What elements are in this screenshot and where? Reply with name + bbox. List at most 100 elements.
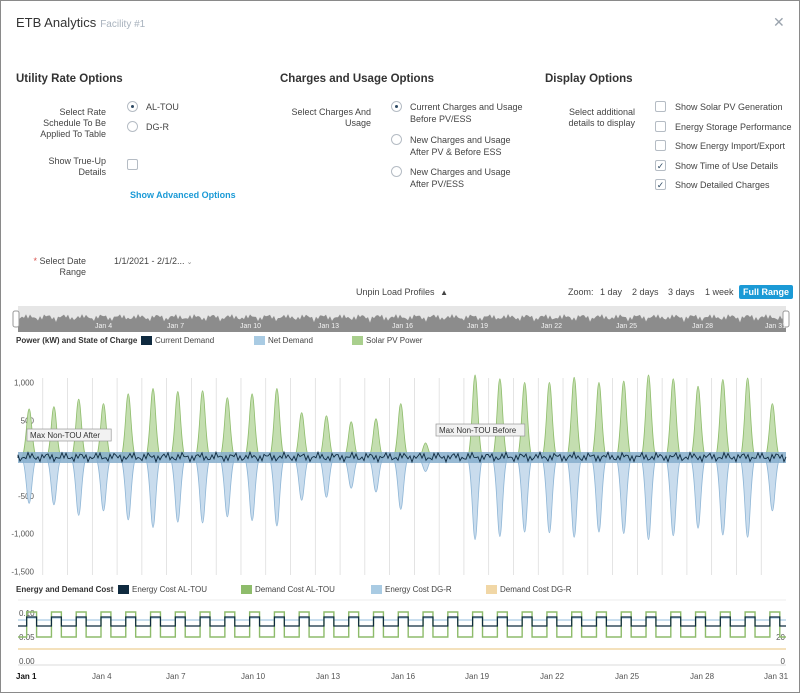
solar-area-24 bbox=[615, 380, 633, 459]
solar-area-27 bbox=[689, 385, 707, 459]
legend-label-2[interactable]: Solar PV Power bbox=[366, 336, 423, 345]
solar-area-28 bbox=[714, 379, 732, 459]
solar-area-11 bbox=[293, 412, 311, 459]
rate-schedule-label-2: Schedule To Be bbox=[43, 118, 106, 128]
display-label-2: details to display bbox=[568, 118, 635, 128]
date-range-label-text: Select Date bbox=[39, 256, 86, 266]
display-label-1: Select additional bbox=[568, 107, 635, 117]
net-demand-area-15 bbox=[392, 457, 410, 510]
power-ytick-4: -1,000 bbox=[11, 530, 34, 539]
legend-swatch-2 bbox=[371, 585, 382, 594]
solar-area-4 bbox=[119, 393, 137, 459]
display-option-label-2: Show Energy Import/Export bbox=[675, 141, 786, 151]
display-option-label-1: Energy Storage Performance bbox=[675, 121, 792, 132]
net-demand-area-27 bbox=[689, 457, 707, 529]
radio-new-after-pv-ess[interactable] bbox=[391, 166, 402, 177]
trueup-checkbox[interactable] bbox=[127, 159, 138, 170]
legend-title: Power (kW) and State of Charge bbox=[16, 336, 138, 345]
net-demand-area-25 bbox=[639, 457, 658, 540]
facility-subtitle: Facility #1 bbox=[100, 19, 146, 30]
navigator-label-7: Jan 25 bbox=[616, 323, 637, 330]
net-demand-area-7 bbox=[194, 457, 212, 524]
navigator-handle-left[interactable] bbox=[12, 310, 20, 328]
net-demand-area-9 bbox=[243, 457, 261, 522]
option-dg-r-label: DG-R bbox=[146, 122, 169, 132]
zoom-option-0[interactable]: 1 day bbox=[600, 287, 623, 297]
net-demand-area-2 bbox=[70, 457, 88, 516]
navigator-label-3: Jan 13 bbox=[318, 323, 339, 330]
legend-label-0[interactable]: Energy Cost AL-TOU bbox=[132, 585, 207, 594]
legend-title: Energy and Demand Cost bbox=[16, 585, 114, 594]
legend-swatch-0 bbox=[141, 336, 152, 345]
navigator-label-9: Jan 31 bbox=[765, 323, 786, 330]
display-label: Select additional details to display bbox=[540, 107, 635, 129]
net-demand-area-24 bbox=[615, 457, 633, 534]
cost-xtick-9: Jan 28 bbox=[690, 672, 715, 681]
legend-swatch-2 bbox=[352, 336, 363, 345]
radio-current-charges[interactable] bbox=[391, 101, 402, 112]
solar-area-12 bbox=[317, 415, 335, 459]
radio-new-after-pv[interactable] bbox=[391, 134, 402, 145]
legend-label-2[interactable]: Energy Cost DG-R bbox=[385, 585, 452, 594]
option-new-after-pv-ess-line2: After PV/ESS bbox=[410, 179, 465, 189]
current-demand-line bbox=[17, 450, 787, 464]
legend-swatch-0 bbox=[118, 585, 129, 594]
annotation-box-0 bbox=[26, 428, 112, 442]
cost-xtick-0: Jan 1 bbox=[16, 672, 37, 681]
zoom-option-1[interactable]: 2 days bbox=[632, 287, 659, 297]
charges-usage-title: Charges and Usage Options bbox=[280, 73, 435, 85]
rate-schedule-label: Select Rate Schedule To Be Applied To Ta… bbox=[20, 107, 106, 140]
radio-dg-r[interactable] bbox=[127, 121, 138, 132]
navigator-label-5: Jan 19 bbox=[467, 323, 488, 330]
solar-area-20 bbox=[516, 382, 534, 459]
cost-xtick-6: Jan 19 bbox=[465, 672, 490, 681]
annotation-label-1: Max Non-TOU Before bbox=[439, 426, 517, 435]
close-icon[interactable]: ✕ bbox=[773, 14, 785, 30]
show-advanced-options-link[interactable]: Show Advanced Options bbox=[130, 190, 236, 200]
display-checkbox-3[interactable]: ✓ bbox=[655, 159, 666, 171]
option-current-charges-line2: Before PV/ESS bbox=[410, 114, 472, 124]
zoom-option-4[interactable]: Full Range bbox=[739, 285, 794, 299]
charges-label: Select Charges And Usage bbox=[276, 107, 371, 129]
legend-swatch-1 bbox=[241, 585, 252, 594]
option-current-charges-line1: Current Charges and Usage bbox=[410, 102, 523, 112]
zoom-option-3[interactable]: 1 week bbox=[705, 287, 734, 297]
net-demand-area-21 bbox=[540, 457, 558, 534]
zoom-option-2[interactable]: 3 days bbox=[668, 287, 695, 297]
power-ytick-3: -500 bbox=[18, 492, 35, 501]
navigator-label-4: Jan 16 bbox=[392, 323, 413, 330]
solar-area-25 bbox=[639, 374, 658, 459]
unpin-load-profiles-button[interactable]: Unpin Load Profiles ▲ bbox=[356, 287, 448, 297]
legend-swatch-3 bbox=[486, 585, 497, 594]
net-demand-area-20 bbox=[516, 457, 534, 533]
option-new-after-pv-ess-line1: New Charges and Usage bbox=[410, 167, 511, 177]
rate-schedule-label-3: Applied To Table bbox=[40, 129, 106, 139]
date-range-value: 1/1/2021 - 2/1/2... bbox=[114, 256, 185, 266]
solar-area-5 bbox=[144, 388, 162, 459]
display-checkbox-0[interactable] bbox=[655, 101, 666, 112]
legend-label-3[interactable]: Demand Cost DG-R bbox=[500, 585, 572, 594]
date-range-label-2: Range bbox=[59, 267, 86, 277]
legend-label-1[interactable]: Net Demand bbox=[268, 336, 313, 345]
display-checkbox-1[interactable] bbox=[655, 120, 666, 132]
cost-xtick-2: Jan 7 bbox=[166, 672, 186, 681]
legend-label-0[interactable]: Current Demand bbox=[155, 336, 215, 345]
display-checkbox-2[interactable] bbox=[655, 140, 666, 151]
date-range-select[interactable]: 1/1/2021 - 2/1/2... ⌄ bbox=[114, 256, 192, 266]
net-demand-area-28 bbox=[714, 457, 732, 536]
trueup-label-2: Details bbox=[78, 167, 106, 177]
solar-area-23 bbox=[590, 382, 608, 459]
option-al-tou-label: AL-TOU bbox=[146, 102, 179, 112]
option-new-after-pv-line2: After PV & Before ESS bbox=[410, 147, 502, 157]
required-mark: * bbox=[33, 256, 37, 266]
radio-al-tou[interactable] bbox=[127, 101, 138, 112]
display-checkbox-4[interactable]: ✓ bbox=[655, 179, 666, 190]
display-option-label-0: Show Solar PV Generation bbox=[675, 102, 783, 112]
power-ytick-0: 1,000 bbox=[14, 379, 35, 388]
cost-xtick-3: Jan 10 bbox=[241, 672, 266, 681]
solar-area-8 bbox=[218, 397, 236, 459]
option-current-charges-label: Current Charges and Usage Before PV/ESS bbox=[410, 101, 523, 125]
chevron-up-icon: ▲ bbox=[440, 288, 448, 297]
legend-label-1[interactable]: Demand Cost AL-TOU bbox=[255, 585, 335, 594]
navigator-handle-right[interactable] bbox=[782, 310, 790, 328]
